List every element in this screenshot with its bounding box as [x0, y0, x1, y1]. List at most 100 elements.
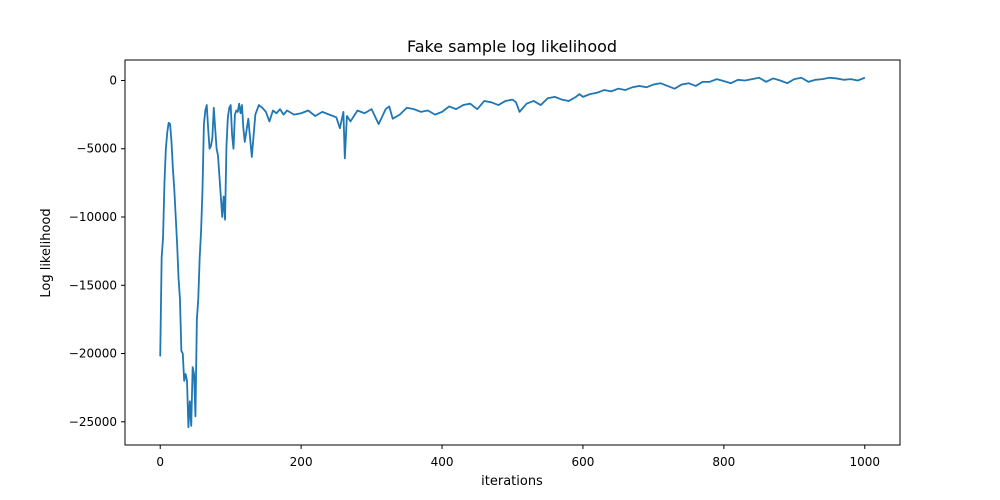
data-point: [603, 89, 605, 91]
data-point: [204, 110, 206, 111]
data-point: [178, 278, 179, 279]
data-point: [829, 77, 830, 79]
data-point: [217, 155, 219, 156]
data-point: [772, 78, 774, 79]
data-point: [207, 127, 209, 129]
data-point: [200, 230, 202, 232]
y-tick-label: 0: [109, 73, 117, 87]
data-point: [561, 99, 563, 100]
data-point: [223, 196, 225, 197]
data-point: [751, 78, 753, 80]
data-point: [512, 99, 513, 100]
data-point: [575, 96, 577, 98]
data-point: [240, 112, 241, 114]
data-point: [307, 110, 309, 111]
data-point: [392, 118, 394, 120]
data-point: [165, 148, 167, 150]
data-point: [231, 134, 233, 136]
data-point: [822, 78, 823, 80]
data-point: [667, 85, 668, 87]
data-point: [242, 127, 244, 129]
data-point: [723, 80, 725, 82]
data-point: [490, 101, 492, 103]
data-point: [526, 103, 527, 105]
data-point: [251, 156, 253, 158]
data-point: [476, 108, 478, 110]
data-point: [185, 373, 186, 375]
x-tick-label: 600: [572, 455, 595, 469]
data-point: [850, 78, 852, 80]
data-point: [681, 84, 682, 85]
data-point: [800, 77, 802, 79]
data-point: [235, 110, 237, 111]
data-point: [346, 115, 348, 117]
y-tick-label: −5000: [76, 142, 117, 156]
data-point: [836, 78, 837, 79]
data-point: [227, 116, 229, 118]
data-point: [238, 103, 240, 105]
data-point: [272, 110, 274, 111]
data-point: [688, 82, 690, 84]
data-point: [624, 89, 626, 91]
data-point: [173, 189, 175, 191]
data-point: [378, 123, 380, 125]
x-axis: 0 200 400 600 800 1000: [156, 445, 880, 469]
data-point: [420, 111, 422, 113]
x-tick-label: 400: [431, 455, 454, 469]
data-point: [498, 104, 499, 106]
data-point: [335, 116, 337, 118]
data-point: [189, 400, 191, 402]
data-point: [195, 415, 196, 417]
data-point: [162, 237, 164, 238]
data-point: [455, 108, 457, 110]
data-point: [161, 257, 163, 259]
data-point: [190, 425, 192, 427]
data-point: [180, 350, 182, 352]
data-point: [434, 114, 436, 116]
data-point: [283, 114, 284, 116]
data-point: [744, 80, 746, 81]
data-point: [399, 114, 401, 116]
data-point: [182, 353, 184, 354]
data-point: [219, 175, 220, 177]
data-point: [233, 148, 234, 150]
data-point: [596, 92, 598, 94]
data-point: [737, 79, 739, 81]
data-point: [286, 110, 288, 111]
data-point: [469, 103, 471, 105]
chart-title: Fake sample log likelihood: [407, 37, 617, 56]
data-point: [864, 77, 866, 79]
plot-frame: [124, 59, 901, 446]
y-axis: 0 −5000 −10000 −15000 −20000 −25000: [69, 73, 125, 429]
data-point: [300, 112, 302, 114]
data-point: [234, 114, 236, 116]
data-point: [166, 131, 168, 133]
data-point: [786, 82, 788, 84]
data-point: [515, 101, 517, 103]
data-point: [793, 78, 795, 80]
data-point: [176, 243, 178, 245]
y-tick-label: −15000: [69, 278, 117, 292]
data-point: [695, 85, 697, 87]
data-point: [645, 86, 647, 88]
data-point: [709, 81, 711, 83]
data-point: [505, 100, 506, 102]
data-point: [653, 84, 654, 85]
data-point: [364, 112, 365, 114]
data-point: [519, 111, 520, 113]
y-axis-label: Log likelihood: [39, 208, 54, 297]
data-point: [441, 111, 443, 113]
data-point: [779, 80, 781, 81]
data-point: [540, 104, 542, 106]
data-point: [279, 108, 281, 110]
data-point: [265, 111, 267, 113]
data-point: [582, 96, 584, 98]
data-point: [483, 100, 485, 102]
data-point: [206, 104, 208, 106]
data-point: [276, 112, 277, 114]
data-point: [179, 298, 181, 300]
data-point: [175, 216, 177, 218]
data-point: [427, 110, 429, 111]
y-tick-label: −20000: [69, 347, 117, 361]
